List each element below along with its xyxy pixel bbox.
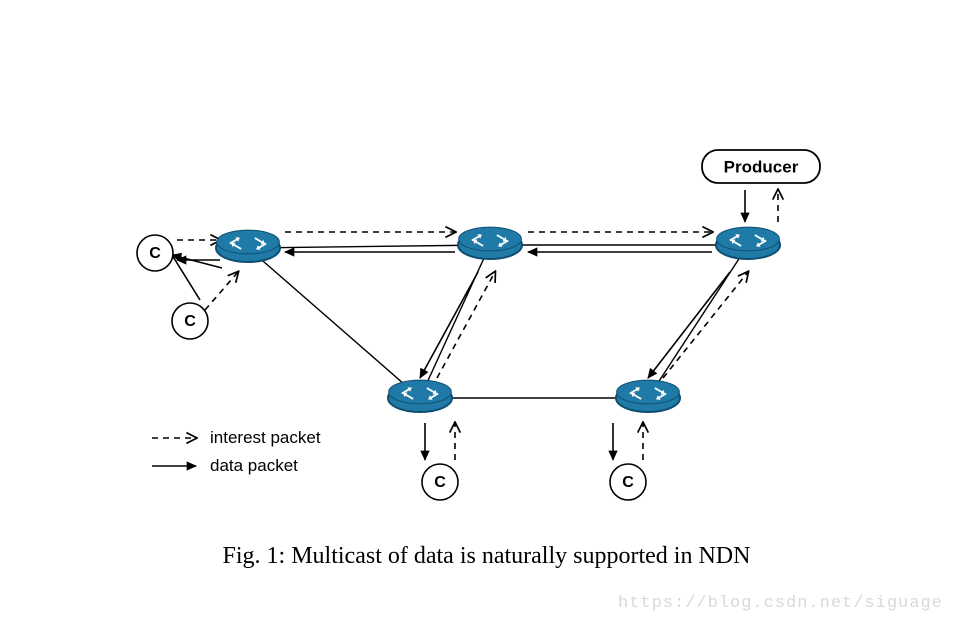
consumer-node: C [137, 235, 173, 271]
routers [216, 227, 780, 412]
router-node [458, 227, 522, 259]
consumer-label: C [434, 474, 446, 491]
watermark-text: https://blog.csdn.net/siguage [618, 594, 943, 613]
diagram-canvas: C C C C Producer interest packet data packet [0, 0, 973, 621]
link [420, 245, 490, 398]
data-arrow [420, 272, 478, 378]
data-arrow [648, 272, 730, 378]
legend-interest-label: interest packet [210, 428, 321, 447]
link [248, 245, 490, 248]
consumer-node: C [610, 464, 646, 500]
consumer-node: C [422, 464, 458, 500]
consumer-node: C [172, 303, 208, 339]
router-node [388, 380, 452, 412]
legend: interest packet data packet [152, 428, 321, 475]
link [248, 248, 420, 398]
interest-arrow [437, 272, 495, 378]
consumer-label: C [622, 474, 634, 491]
router-node [616, 380, 680, 412]
link [648, 245, 748, 398]
interest-arrow [663, 272, 748, 378]
legend-data-label: data packet [210, 456, 298, 475]
router-node [216, 230, 280, 262]
producer-label: Producer [724, 158, 799, 177]
topology-links [248, 245, 748, 398]
consumer-label: C [149, 245, 161, 262]
figure-caption: Fig. 1: Multicast of data is naturally s… [0, 543, 973, 570]
consumer-label: C [184, 313, 196, 330]
interest-arrow [205, 272, 238, 310]
router-node [716, 227, 780, 259]
producer: Producer [702, 150, 820, 183]
